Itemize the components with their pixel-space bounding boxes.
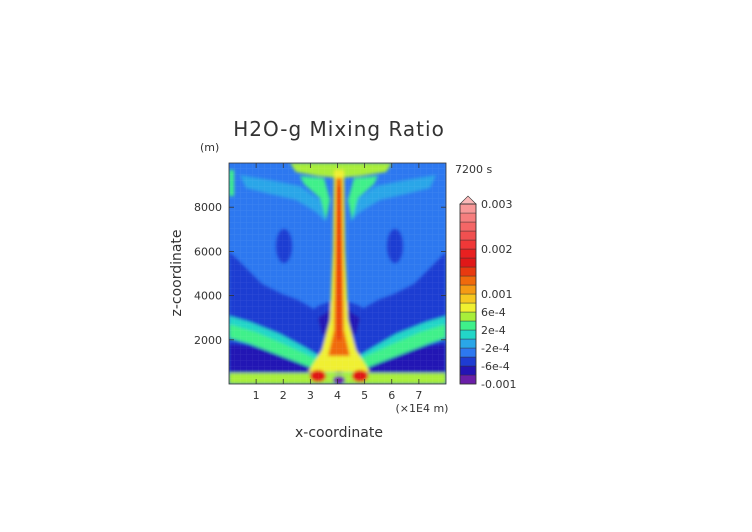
colorbar-label: -2e-4 bbox=[481, 342, 510, 355]
colorbar-swatch bbox=[459, 212, 477, 223]
colorbar-swatch bbox=[459, 230, 477, 241]
y-tick-label: 8000 bbox=[194, 201, 222, 214]
y-axis-label: z-coordinate bbox=[169, 229, 185, 316]
colorbar-label: 0.002 bbox=[481, 243, 513, 256]
colorbar-swatch bbox=[459, 374, 477, 385]
colorbar-swatch bbox=[459, 257, 477, 268]
x-unit-label: (×1E4 m) bbox=[396, 402, 449, 415]
colorbar-swatch bbox=[459, 320, 477, 331]
x-tick-label: 2 bbox=[280, 389, 287, 402]
y-tick-label: 4000 bbox=[194, 290, 222, 303]
x-tick-label: 5 bbox=[361, 389, 368, 402]
colorbar-swatch bbox=[459, 293, 477, 304]
colorbar-swatch bbox=[459, 329, 477, 340]
colorbar-label: -0.001 bbox=[481, 378, 516, 391]
colorbar-swatch bbox=[459, 284, 477, 295]
colorbar-swatch bbox=[459, 266, 477, 277]
x-tick-label: 4 bbox=[334, 389, 341, 402]
contour-field bbox=[229, 163, 446, 384]
grid-overlay bbox=[229, 163, 446, 384]
colorbar-label: 0.003 bbox=[481, 198, 513, 211]
colorbar-label: 6e-4 bbox=[481, 306, 506, 319]
colorbar-swatch bbox=[459, 347, 477, 358]
x-tick-label: 1 bbox=[253, 389, 260, 402]
colorbar-frame bbox=[459, 203, 477, 385]
colorbar: 0.003 0.002 0.001 6e-4 2e-4 -2e-4 -6e-4 -0.001 bbox=[459, 195, 516, 391]
colorbar-label: 0.001 bbox=[481, 288, 513, 301]
colorbar-swatch bbox=[459, 221, 477, 232]
x-tick-label: 7 bbox=[415, 389, 422, 402]
colorbar-swatch bbox=[459, 248, 477, 259]
x-axis: 1 2 3 4 5 6 7 bbox=[253, 163, 422, 402]
colorbar-swatch bbox=[459, 239, 477, 250]
colorbar-swatch bbox=[459, 365, 477, 376]
x-tick-label: 6 bbox=[388, 389, 395, 402]
colorbar-swatch bbox=[459, 203, 477, 214]
y-tick-label: 6000 bbox=[194, 245, 222, 258]
y-unit-label: (m) bbox=[200, 141, 219, 154]
colorbar-swatch bbox=[459, 302, 477, 313]
x-axis-label: x-coordinate bbox=[295, 425, 383, 441]
time-label: 7200 s bbox=[455, 163, 492, 176]
colorbar-swatch bbox=[459, 338, 477, 349]
colorbar-swatch bbox=[459, 311, 477, 322]
colorbar-label: -6e-4 bbox=[481, 360, 510, 373]
y-tick-label: 2000 bbox=[194, 334, 222, 347]
chart-title: H2O-g Mixing Ratio bbox=[233, 117, 445, 141]
x-tick-label: 3 bbox=[307, 389, 314, 402]
colorbar-label: 2e-4 bbox=[481, 324, 506, 337]
colorbar-swatch bbox=[459, 275, 477, 286]
colorbar-swatch bbox=[459, 356, 477, 367]
y-axis: 2000 4000 6000 8000 bbox=[194, 201, 446, 347]
colorbar-extend-max bbox=[459, 195, 477, 205]
